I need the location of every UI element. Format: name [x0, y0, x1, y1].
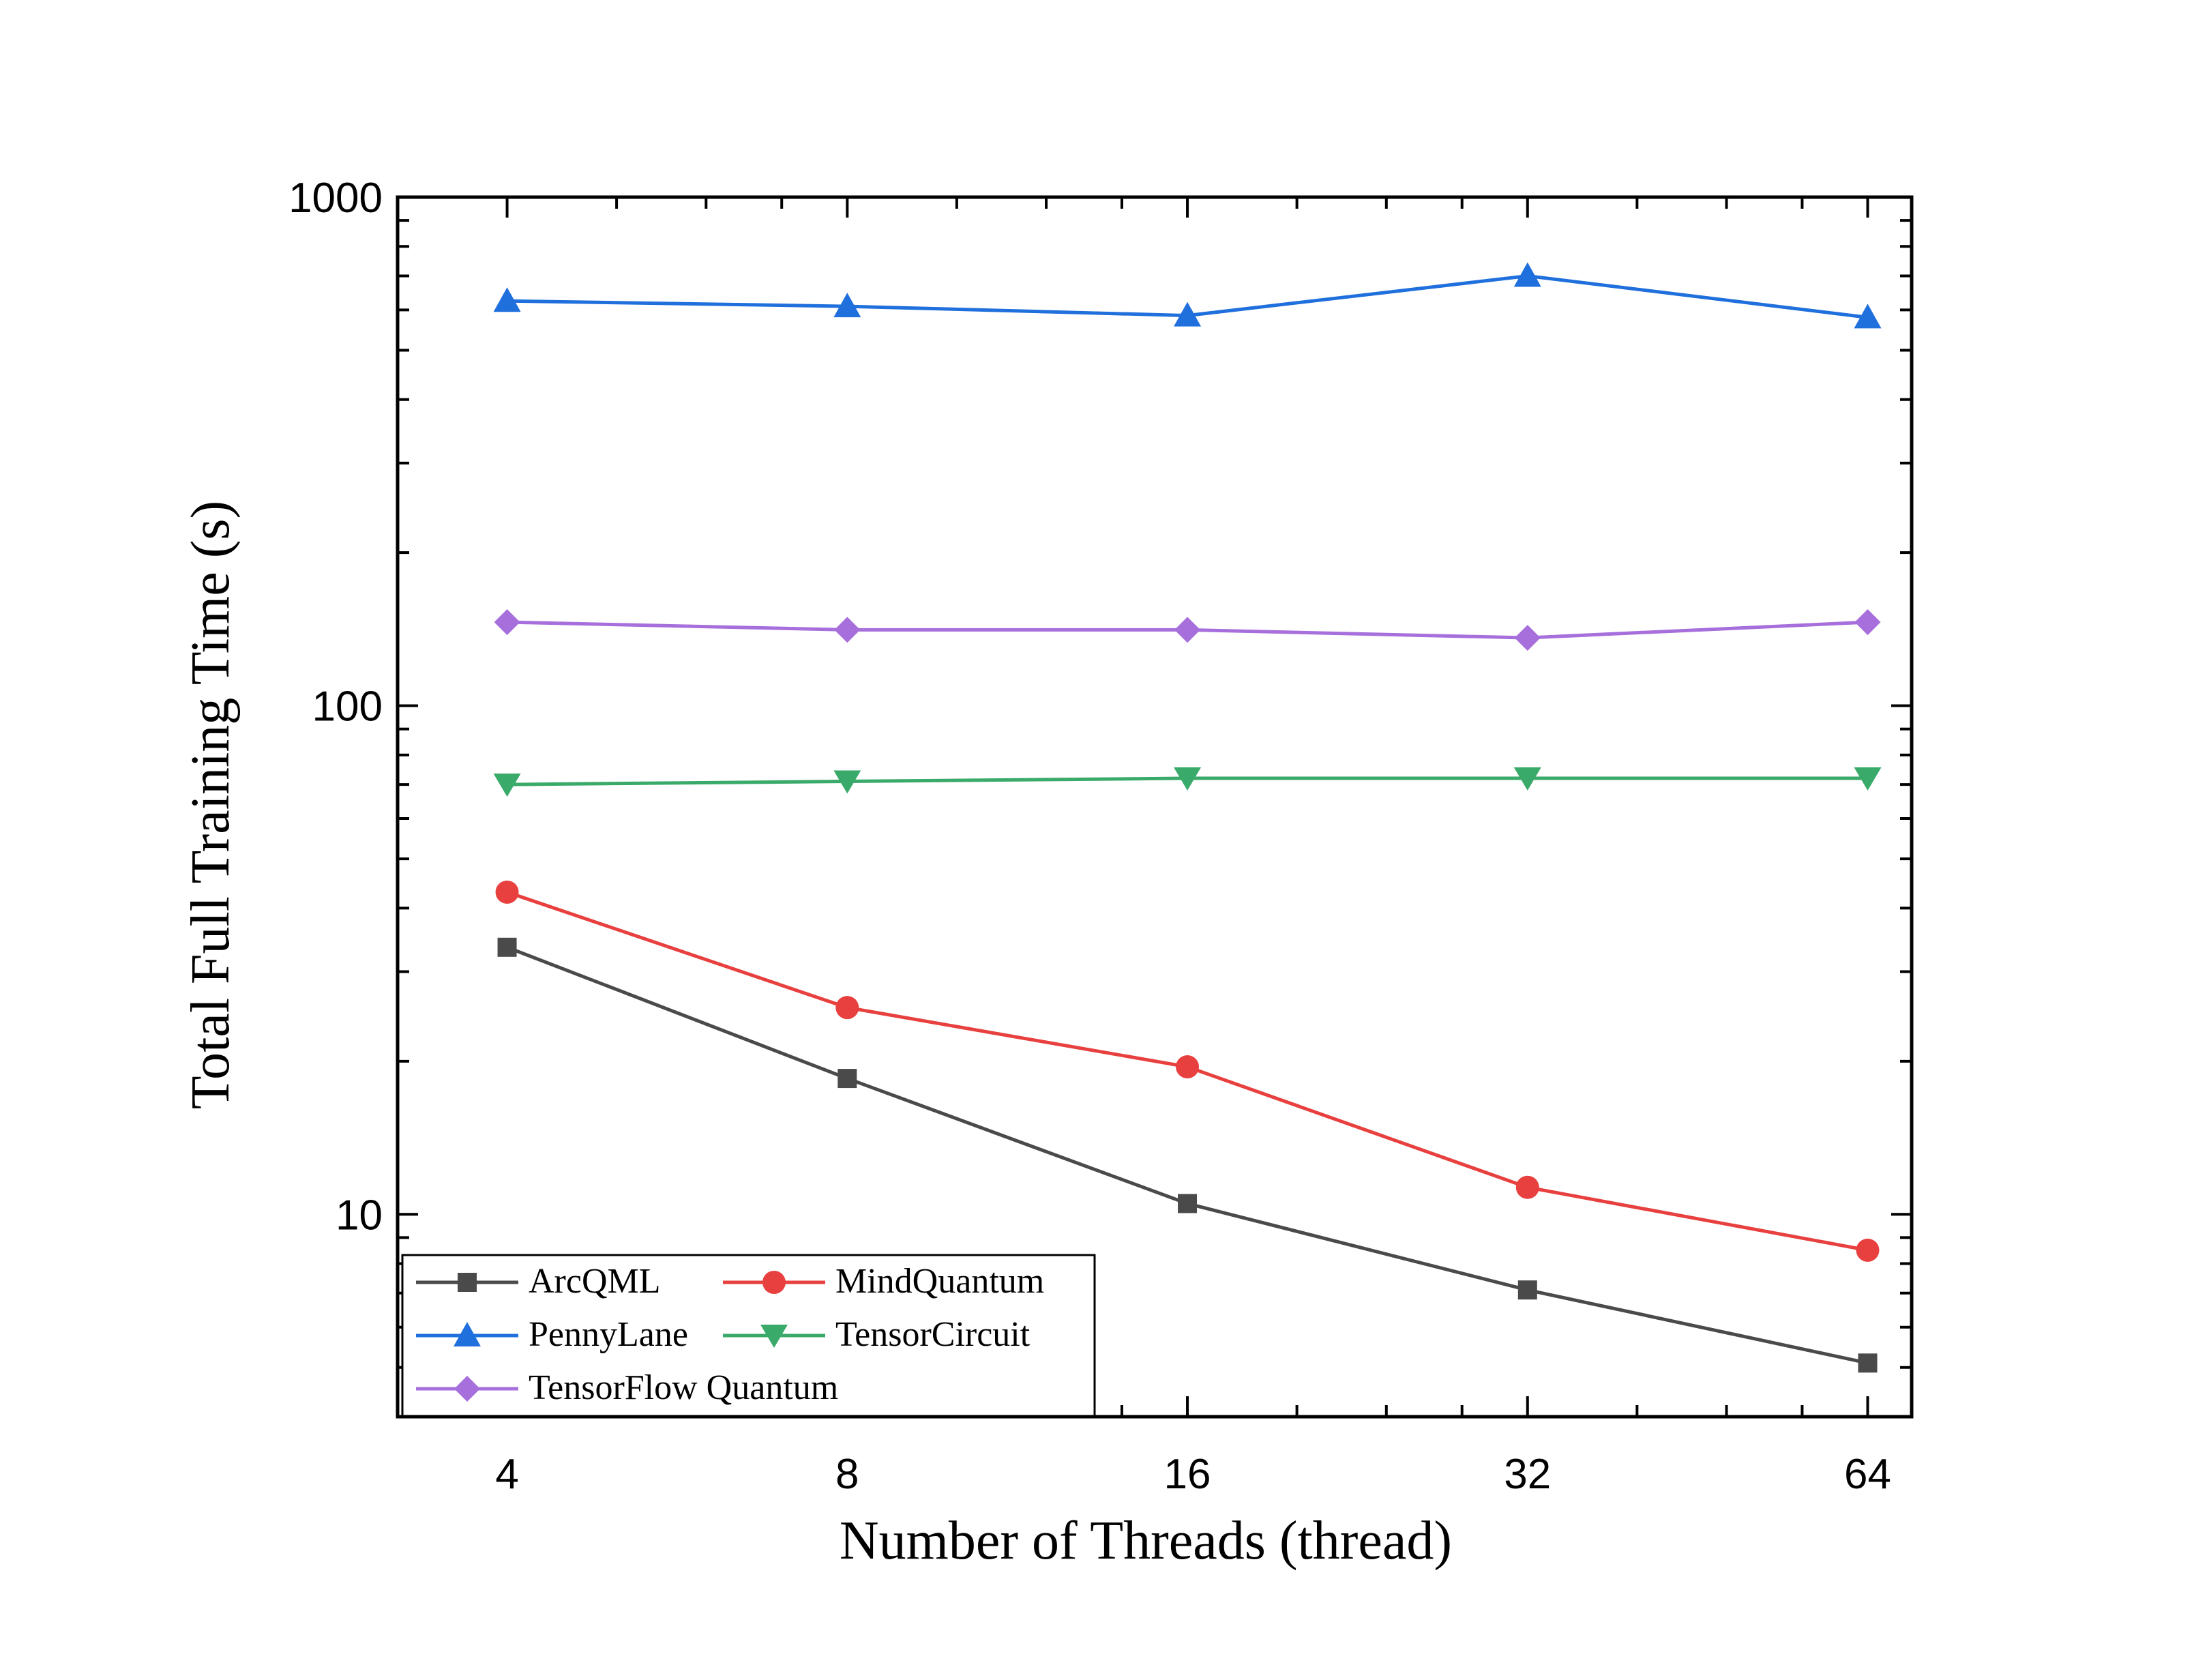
series-tensorflow-quantum [494, 609, 1881, 651]
data-point-pennylane-32 [1513, 262, 1541, 287]
x-tick-label: 8 [835, 1451, 859, 1498]
data-point-mindquantum-8 [835, 996, 859, 1020]
data-point-mindquantum-4 [495, 880, 519, 904]
legend-item-tensorflow-quantum: TensorFlow Quantum [416, 1368, 838, 1407]
legend-marker-arcqml [458, 1273, 477, 1292]
data-point-tensorcircuit-64 [1854, 767, 1882, 791]
legend-marker-pennylane [454, 1322, 481, 1346]
x-tick-label: 64 [1844, 1451, 1891, 1498]
data-point-pennylane-64 [1854, 304, 1882, 329]
plot-frame [396, 195, 1914, 1419]
data-point-tensorflow-quantum-64 [1854, 609, 1881, 636]
y-tick-label: 1000 [288, 175, 383, 222]
legend-label-mindquantum: MindQuantum [835, 1262, 1044, 1301]
data-point-pennylane-4 [493, 287, 521, 312]
data-point-pennylane-8 [833, 293, 861, 318]
legend-item-pennylane: PennyLane [416, 1315, 688, 1354]
legend-item-mindquantum: MindQuantum [723, 1262, 1044, 1301]
legend-label-tensorcircuit: TensorCircuit [835, 1315, 1031, 1354]
data-point-arcqml-16 [1178, 1194, 1198, 1213]
legend-label-arcqml: ArcQML [529, 1262, 661, 1301]
data-point-tensorflow-quantum-4 [494, 609, 520, 636]
x-tick-label: 16 [1164, 1451, 1211, 1498]
data-point-tensorcircuit-16 [1174, 767, 1202, 791]
legend: ArcQML MindQuantum PennyLane TensorCircuit T… [401, 1254, 1096, 1417]
plot-area [493, 262, 1882, 1373]
data-point-mindquantum-32 [1515, 1175, 1539, 1199]
data-point-tensorcircuit-8 [833, 770, 861, 794]
data-point-tensorcircuit-4 [493, 773, 521, 797]
data-point-tensorflow-quantum-32 [1514, 625, 1541, 651]
y-tick-label: 100 [312, 683, 383, 731]
data-point-arcqml-8 [837, 1069, 857, 1089]
series-arcqml [497, 937, 1878, 1373]
legend-marker-tensorflow-quantum [454, 1376, 480, 1402]
data-point-pennylane-16 [1174, 301, 1202, 327]
legend-marker-tensorcircuit [760, 1325, 788, 1348]
data-point-arcqml-4 [497, 937, 517, 957]
x-tick-label: 4 [495, 1451, 518, 1498]
data-point-mindquantum-64 [1856, 1238, 1880, 1262]
data-point-arcqml-64 [1858, 1353, 1878, 1373]
y-axis-title: Total Full Training Time (s) [181, 501, 241, 1109]
data-point-tensorflow-quantum-16 [1174, 617, 1201, 643]
x-axis-title: Number of Threads (thread) [840, 1511, 1452, 1571]
series-mindquantum [495, 880, 1880, 1262]
data-point-mindquantum-16 [1176, 1055, 1200, 1079]
series-pennylane [493, 262, 1882, 329]
legend-item-arcqml: ArcQML [416, 1262, 661, 1301]
legend-label-tensorflow-quantum: TensorFlow Quantum [529, 1368, 838, 1407]
series-tensorcircuit [493, 767, 1882, 797]
data-point-arcqml-32 [1517, 1280, 1537, 1300]
legend-marker-mindquantum [762, 1271, 786, 1294]
x-tick-label: 32 [1504, 1451, 1551, 1498]
legend-label-pennylane: PennyLane [529, 1315, 688, 1354]
data-point-tensorflow-quantum-8 [834, 617, 861, 643]
data-point-tensorcircuit-32 [1513, 767, 1541, 791]
y-tick-label: 10 [336, 1192, 383, 1239]
legend-item-tensorcircuit: TensorCircuit [723, 1315, 1031, 1354]
